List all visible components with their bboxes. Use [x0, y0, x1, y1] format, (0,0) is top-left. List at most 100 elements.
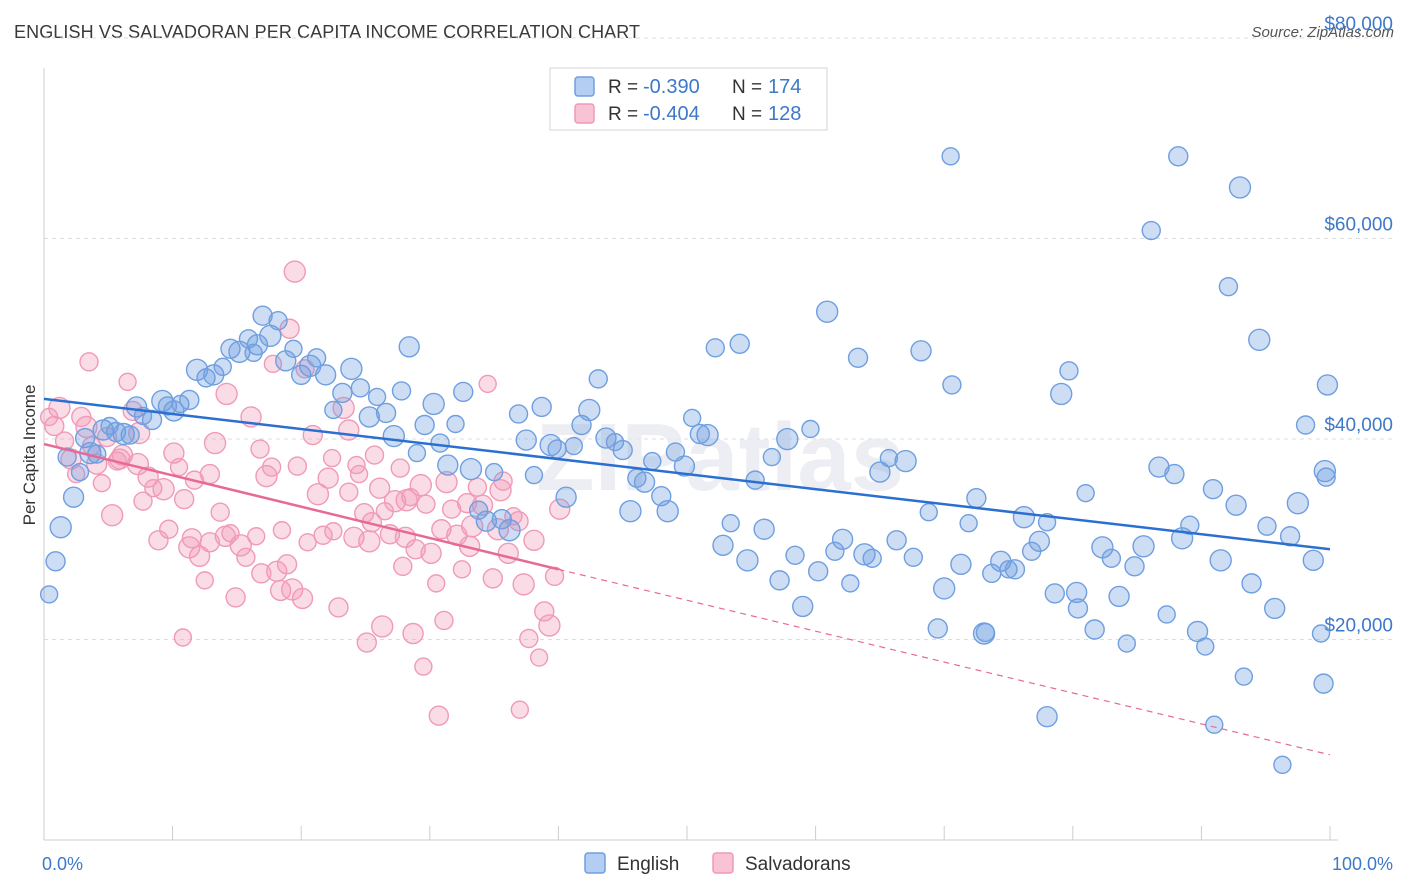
english-point — [564, 436, 584, 456]
english-point — [324, 400, 343, 420]
english-point — [284, 339, 303, 359]
english-point — [776, 427, 799, 451]
english-point — [484, 462, 504, 482]
english-point — [1012, 506, 1036, 529]
english-point — [213, 357, 232, 377]
english-point — [340, 357, 363, 381]
legend-swatch-salvadorans — [574, 103, 595, 124]
salvadorans-point — [195, 571, 214, 590]
english-point — [862, 548, 882, 569]
salvadorans-point — [225, 587, 246, 608]
english-point — [807, 561, 829, 582]
english-point — [437, 454, 459, 476]
salvadorans-point — [272, 521, 292, 540]
salvadorans-trend-line — [43, 442, 559, 571]
salvadorans-point — [210, 502, 230, 522]
salvadorans-point — [523, 529, 545, 551]
y-tick-label: $80,000 — [1324, 14, 1393, 35]
english-point — [673, 455, 696, 477]
english-point — [769, 570, 790, 591]
y-tick-labels: $20,000 $40,000 $60,000 $80,000 — [1324, 14, 1393, 636]
salvadorans-point — [371, 615, 394, 638]
english-point — [933, 577, 956, 600]
salvadorans-point — [548, 498, 571, 520]
english-point — [1037, 513, 1057, 532]
salvadorans-point — [486, 518, 510, 541]
english-point — [1164, 463, 1185, 485]
english-point — [1157, 605, 1176, 624]
salvadorans-point — [79, 352, 99, 372]
salvadorans-point — [255, 464, 278, 488]
salvadorans-point — [534, 601, 555, 622]
salvadorans-point — [298, 533, 317, 552]
salvadorans-point — [467, 477, 488, 497]
english-point — [459, 457, 483, 481]
legend-r-label-english: R = — [608, 77, 638, 98]
english-point — [1273, 755, 1292, 775]
salvadorans-point — [306, 482, 330, 506]
english-point — [712, 534, 734, 556]
salvadorans-point — [203, 431, 227, 455]
salvadorans-point — [482, 568, 504, 589]
english-point — [633, 471, 656, 493]
english-point — [306, 348, 327, 368]
english-point — [605, 432, 625, 452]
salvadorans-point — [250, 439, 270, 459]
salvadorans-point — [364, 445, 385, 465]
english-point — [375, 402, 397, 424]
english-point — [847, 347, 869, 369]
y-tick-label: $20,000 — [1324, 616, 1393, 637]
english-point — [468, 500, 489, 520]
y-axis-label: Per Capita Income — [20, 385, 39, 526]
english-point — [1225, 494, 1247, 516]
salvadorans-point — [251, 563, 272, 584]
english-point — [508, 404, 529, 424]
english-point — [1141, 220, 1161, 241]
english-point — [49, 516, 72, 539]
english-point — [1228, 176, 1252, 199]
salvadorans-point — [173, 488, 195, 510]
english-point — [1316, 467, 1336, 487]
english-point — [57, 447, 77, 467]
legend-n-label-english: N = — [732, 77, 762, 98]
salvadorans-point — [428, 705, 450, 726]
english-point — [975, 622, 996, 643]
english-point — [919, 503, 938, 522]
salvadorans-point — [510, 700, 530, 719]
english-point — [753, 518, 775, 540]
english-point — [869, 461, 891, 483]
english-point — [268, 311, 288, 331]
english-point — [959, 514, 978, 533]
english-point — [588, 369, 608, 389]
salvadorans-point — [356, 632, 377, 653]
english-point — [1264, 597, 1286, 620]
bottom-legend: English Salvadorans — [584, 852, 851, 875]
salvadorans-point — [313, 525, 333, 545]
salvadorans-point — [434, 610, 454, 631]
legend-r-label-salvadorans: R = — [608, 104, 638, 125]
english-point — [252, 305, 273, 326]
salvadorans-point — [152, 477, 175, 501]
english-point — [1124, 556, 1145, 577]
salvadorans-point — [236, 547, 256, 568]
english-point — [595, 427, 617, 449]
english-point — [1202, 478, 1224, 500]
english-point — [825, 541, 845, 561]
salvadorans-points — [39, 260, 571, 726]
salvadorans-point — [100, 504, 124, 527]
english-point — [1101, 548, 1122, 569]
salvadorans-point — [358, 530, 381, 553]
legend-r-value-salvadorans: -0.404 — [643, 103, 700, 125]
english-point — [382, 424, 405, 448]
salvadorans-point — [199, 463, 221, 485]
english-point — [1218, 276, 1239, 297]
english-point — [62, 486, 85, 508]
english-point — [942, 375, 962, 395]
english-point — [179, 389, 200, 411]
english-point — [1059, 361, 1079, 381]
english-point — [1004, 559, 1026, 580]
axes — [43, 68, 1338, 841]
salvadorans-point — [328, 597, 349, 618]
salvadorans-point — [159, 519, 179, 539]
english-point — [841, 574, 860, 593]
